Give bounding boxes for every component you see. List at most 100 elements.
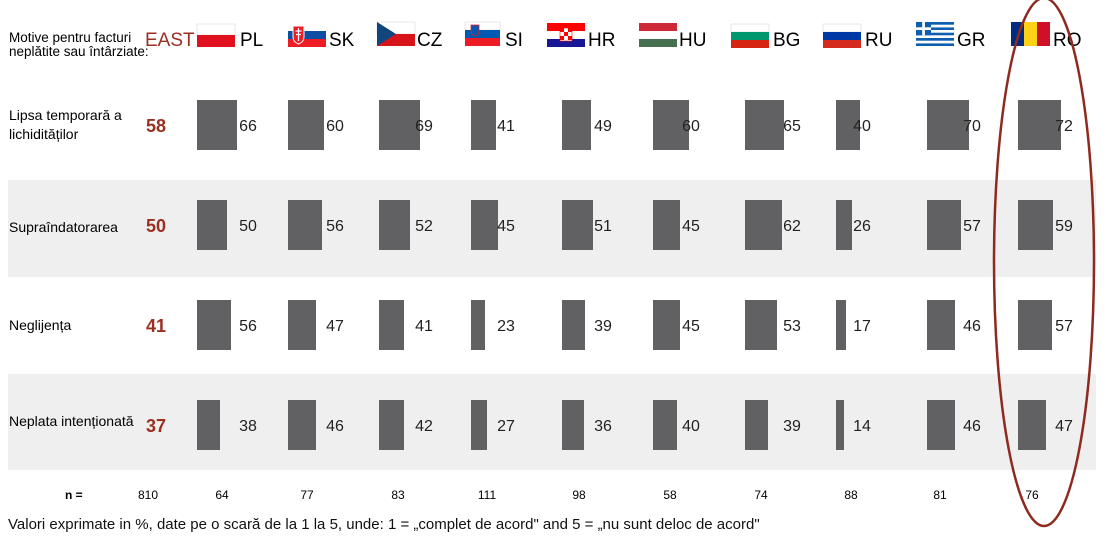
value-label-cz-row-1: 69 <box>415 118 433 135</box>
bar-ro-row-3 <box>1018 300 1052 350</box>
country-label-sk: SK <box>329 30 355 51</box>
bar-hr-row-2 <box>562 200 593 250</box>
country-label-cz: CZ <box>417 30 443 51</box>
n-value-bg: 74 <box>754 488 768 502</box>
country-label-ro: RO <box>1053 30 1082 51</box>
country-label-ru: RU <box>865 30 892 51</box>
value-label-ro-row-1: 72 <box>1055 118 1073 135</box>
n-value-gr: 81 <box>933 488 947 502</box>
value-label-bg-row-4: 39 <box>783 418 801 435</box>
east-header: EAST <box>145 30 195 51</box>
value-label-si-row-1: 41 <box>497 118 515 135</box>
n-value-pl: 64 <box>215 488 229 502</box>
bar-hr-row-3 <box>562 300 585 350</box>
value-label-ru-row-4: 14 <box>853 418 871 435</box>
value-label-cz-row-2: 52 <box>415 218 433 235</box>
bar-si-row-4 <box>471 400 487 450</box>
bar-bg-row-4 <box>745 400 768 450</box>
value-label-ru-row-1: 40 <box>853 118 871 135</box>
value-label-ro-row-4: 47 <box>1055 418 1073 435</box>
value-label-gr-row-3: 46 <box>963 318 981 335</box>
country-label-bg: BG <box>773 30 800 51</box>
n-value-sk: 77 <box>300 488 314 502</box>
flag-pl-icon <box>196 23 236 47</box>
n-east: 810 <box>138 488 158 502</box>
value-label-cz-row-4: 42 <box>415 418 433 435</box>
bar-ru-row-2 <box>836 200 852 250</box>
chart-marks: PL SK CZ SI HR HU BG RU GR RO Lipsa temporară a lic… <box>9 30 1082 502</box>
row-band-4 <box>8 374 1096 470</box>
category-label-3-line-1: Neglijența <box>9 317 71 333</box>
category-label-4-line-1: Neplata intenționată <box>9 413 134 429</box>
bar-sk-row-2 <box>288 200 322 250</box>
country-label-pl: PL <box>240 30 263 51</box>
bar-bg-row-1 <box>745 100 784 150</box>
value-label-ro-row-2: 59 <box>1055 218 1073 235</box>
value-label-hr-row-4: 36 <box>594 418 612 435</box>
value-label-pl-row-1: 66 <box>239 118 257 135</box>
bar-gr-row-1 <box>927 100 969 150</box>
bar-ru-row-3 <box>836 300 846 350</box>
bar-sk-row-4 <box>288 400 316 450</box>
flag-bg-icon <box>730 23 770 48</box>
value-label-ru-row-2: 26 <box>853 218 871 235</box>
bar-ru-row-4 <box>836 400 844 450</box>
value-label-hr-row-2: 51 <box>594 218 612 235</box>
bar-ro-row-1 <box>1018 100 1061 150</box>
bar-si-row-1 <box>471 100 496 150</box>
bar-sk-row-1 <box>288 100 324 150</box>
bar-bg-row-3 <box>745 300 777 350</box>
value-label-hr-row-3: 39 <box>594 318 612 335</box>
value-label-hu-row-4: 40 <box>682 418 700 435</box>
bar-pl-row-4 <box>197 400 220 450</box>
bar-gr-row-2 <box>927 200 961 250</box>
value-label-ru-row-3: 17 <box>853 318 871 335</box>
country-label-si: SI <box>505 30 523 51</box>
bar-bg-row-2 <box>745 200 782 250</box>
flag-gr-icon <box>916 22 954 46</box>
value-label-gr-row-1: 70 <box>963 118 981 135</box>
value-label-hr-row-1: 49 <box>594 118 612 135</box>
east-value-4: 37 <box>146 416 166 436</box>
flag-hr-icon <box>547 23 585 47</box>
bar-hr-row-4 <box>562 400 584 450</box>
value-label-sk-row-2: 56 <box>326 218 344 235</box>
bar-ro-row-4 <box>1018 400 1046 450</box>
value-label-cz-row-3: 41 <box>415 318 433 335</box>
value-label-si-row-3: 23 <box>497 318 515 335</box>
value-label-gr-row-4: 46 <box>963 418 981 435</box>
highlight-ro-ellipse <box>992 0 1096 528</box>
flag-hu-icon <box>639 23 677 47</box>
bar-si-row-3 <box>471 300 485 350</box>
n-value-cz: 83 <box>391 488 405 502</box>
east-value-3: 41 <box>146 316 166 336</box>
bar-cz-row-4 <box>379 400 404 450</box>
value-label-sk-row-3: 47 <box>326 318 344 335</box>
value-label-si-row-4: 27 <box>497 418 515 435</box>
bar-cz-row-3 <box>379 300 404 350</box>
bar-ru-row-1 <box>836 100 860 150</box>
header-label-line-2: neplătite sau întârziate: <box>9 44 149 59</box>
value-label-sk-row-4: 46 <box>326 418 344 435</box>
flag-sk-icon <box>288 23 326 47</box>
value-label-bg-row-1: 65 <box>783 118 801 135</box>
category-label-1-line-2: lichidităților <box>9 126 79 142</box>
value-label-ro-row-3: 57 <box>1055 318 1073 335</box>
value-label-sk-row-1: 60 <box>326 118 344 135</box>
bar-cz-row-1 <box>379 100 420 150</box>
bar-si-row-2 <box>471 200 498 250</box>
value-label-hu-row-2: 45 <box>682 218 700 235</box>
bar-ro-row-2 <box>1018 200 1053 250</box>
value-label-gr-row-2: 57 <box>963 218 981 235</box>
bar-hu-row-3 <box>653 300 680 350</box>
n-label: n = <box>65 488 83 502</box>
bar-pl-row-3 <box>197 300 231 350</box>
flag-si-icon <box>464 21 501 46</box>
country-label-hu: HU <box>679 30 706 51</box>
bar-pl-row-1 <box>197 100 237 150</box>
value-label-bg-row-3: 53 <box>783 318 801 335</box>
category-label-2-line-1: Supraîndatorarea <box>9 219 118 235</box>
n-value-ru: 88 <box>844 488 858 502</box>
flag-ru-icon <box>822 23 862 48</box>
